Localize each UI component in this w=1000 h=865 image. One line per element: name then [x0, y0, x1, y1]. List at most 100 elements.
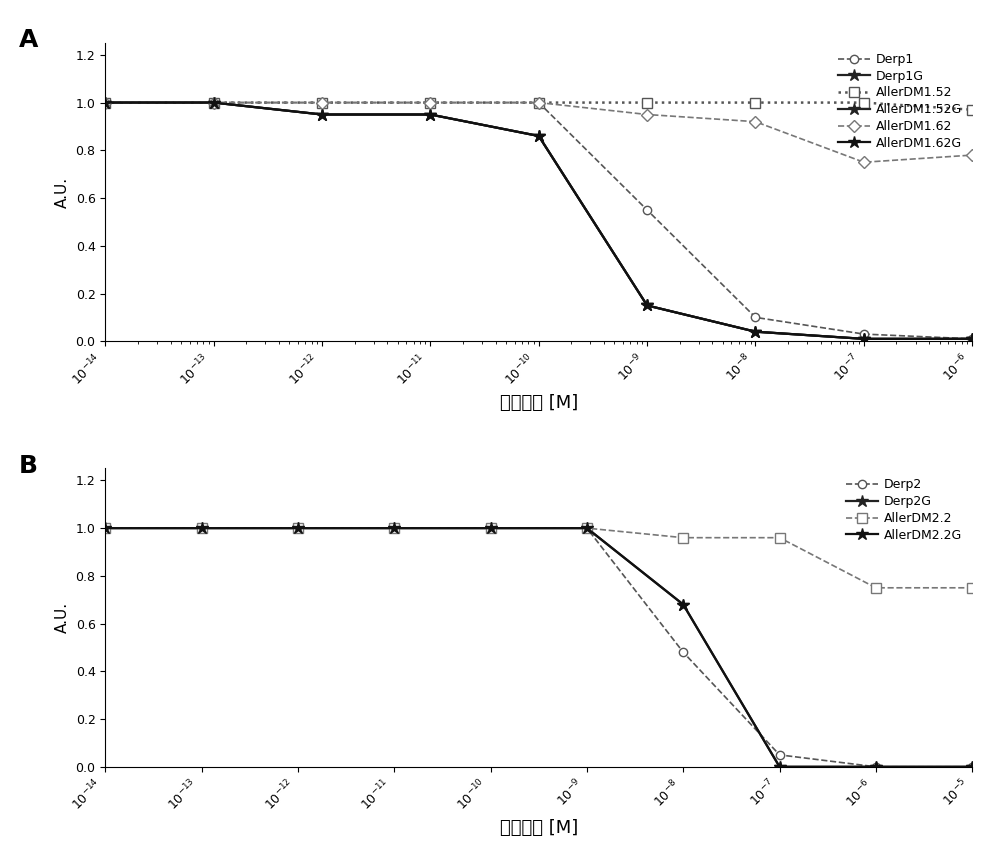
Derp1	[316, 98, 328, 108]
AllerDM1.62	[99, 98, 111, 108]
Derp2G	[99, 523, 111, 534]
AllerDM1.52	[208, 98, 220, 108]
AllerDM1.52	[533, 98, 545, 108]
Derp2	[774, 750, 786, 760]
Derp2	[677, 647, 689, 657]
Derp2	[99, 523, 111, 534]
AllerDM1.62G	[424, 109, 436, 119]
Derp2G	[581, 523, 593, 534]
Derp2G	[966, 761, 978, 772]
Derp2	[870, 761, 882, 772]
Derp1	[641, 205, 653, 215]
AllerDM1.52G	[966, 334, 978, 344]
Derp1	[99, 98, 111, 108]
AllerDM2.2	[581, 523, 593, 534]
AllerDM2.2G	[774, 761, 786, 772]
AllerDM2.2G	[966, 761, 978, 772]
AllerDM1.52G	[641, 300, 653, 311]
AllerDM1.52	[858, 98, 870, 108]
AllerDM1.52	[641, 98, 653, 108]
AllerDM1.52G	[749, 326, 761, 336]
Y-axis label: A.U.: A.U.	[55, 176, 70, 208]
Derp1G	[966, 334, 978, 344]
Derp1G	[316, 109, 328, 119]
AllerDM2.2G	[677, 599, 689, 610]
Derp2G	[677, 599, 689, 610]
X-axis label: 抗原浓度 [M]: 抗原浓度 [M]	[500, 819, 578, 837]
AllerDM1.52G	[99, 98, 111, 108]
Text: A: A	[19, 28, 38, 52]
AllerDM2.2	[388, 523, 400, 534]
Derp2G	[388, 523, 400, 534]
AllerDM1.52	[424, 98, 436, 108]
Derp2	[581, 523, 593, 534]
Line: Derp2G: Derp2G	[99, 522, 978, 773]
AllerDM2.2G	[870, 761, 882, 772]
AllerDM1.62G	[749, 326, 761, 336]
Line: AllerDM2.2G: AllerDM2.2G	[99, 522, 978, 773]
X-axis label: 抗原浓度 [M]: 抗原浓度 [M]	[500, 394, 578, 412]
Derp1G	[533, 131, 545, 141]
Legend: Derp1, Derp1G, AllerDM1.52, AllerDM1.52G, AllerDM1.62, AllerDM1.62G: Derp1, Derp1G, AllerDM1.52, AllerDM1.52G…	[835, 49, 966, 153]
Derp1	[858, 329, 870, 339]
Derp1	[424, 98, 436, 108]
AllerDM2.2	[292, 523, 304, 534]
AllerDM1.62	[858, 157, 870, 168]
Line: Derp1: Derp1	[101, 99, 976, 343]
Y-axis label: A.U.: A.U.	[55, 602, 70, 633]
Derp1G	[749, 326, 761, 336]
AllerDM1.62	[208, 98, 220, 108]
Derp1	[749, 312, 761, 323]
AllerDM1.62G	[966, 334, 978, 344]
AllerDM1.52G	[316, 109, 328, 119]
Line: Derp1G: Derp1G	[99, 96, 978, 345]
AllerDM1.62	[424, 98, 436, 108]
Derp1G	[99, 98, 111, 108]
AllerDM1.52	[966, 105, 978, 115]
Derp2G	[774, 761, 786, 772]
AllerDM1.52G	[533, 131, 545, 141]
AllerDM1.62	[641, 109, 653, 119]
AllerDM1.62G	[533, 131, 545, 141]
Line: Derp2: Derp2	[101, 524, 976, 771]
Derp1	[966, 334, 978, 344]
Derp1G	[641, 300, 653, 311]
AllerDM2.2G	[485, 523, 497, 534]
Derp1	[208, 98, 220, 108]
AllerDM1.52G	[858, 334, 870, 344]
AllerDM1.62G	[858, 334, 870, 344]
AllerDM1.52	[749, 98, 761, 108]
AllerDM2.2	[774, 533, 786, 543]
AllerDM1.52G	[208, 98, 220, 108]
Line: AllerDM1.62G: AllerDM1.62G	[99, 96, 978, 345]
AllerDM1.62G	[316, 109, 328, 119]
Derp1G	[424, 109, 436, 119]
Derp2	[966, 761, 978, 772]
AllerDM1.52	[99, 98, 111, 108]
Line: AllerDM1.52G: AllerDM1.52G	[99, 96, 978, 345]
AllerDM2.2G	[292, 523, 304, 534]
AllerDM2.2	[196, 523, 208, 534]
Derp1G	[208, 98, 220, 108]
AllerDM1.62G	[641, 300, 653, 311]
Legend: Derp2, Derp2G, AllerDM2.2, AllerDM2.2G: Derp2, Derp2G, AllerDM2.2, AllerDM2.2G	[843, 475, 966, 546]
AllerDM2.2G	[99, 523, 111, 534]
Line: AllerDM2.2: AllerDM2.2	[100, 523, 977, 593]
AllerDM2.2G	[196, 523, 208, 534]
Derp2G	[485, 523, 497, 534]
AllerDM1.62	[533, 98, 545, 108]
AllerDM1.62G	[99, 98, 111, 108]
Derp2G	[196, 523, 208, 534]
Text: B: B	[19, 453, 38, 477]
AllerDM2.2	[966, 583, 978, 593]
Derp2	[388, 523, 400, 534]
Derp2	[292, 523, 304, 534]
Line: AllerDM1.62: AllerDM1.62	[101, 99, 976, 166]
AllerDM1.62	[749, 117, 761, 127]
AllerDM2.2	[485, 523, 497, 534]
AllerDM1.62	[966, 150, 978, 160]
Derp2	[485, 523, 497, 534]
AllerDM2.2	[99, 523, 111, 534]
AllerDM2.2	[870, 583, 882, 593]
AllerDM1.62G	[208, 98, 220, 108]
